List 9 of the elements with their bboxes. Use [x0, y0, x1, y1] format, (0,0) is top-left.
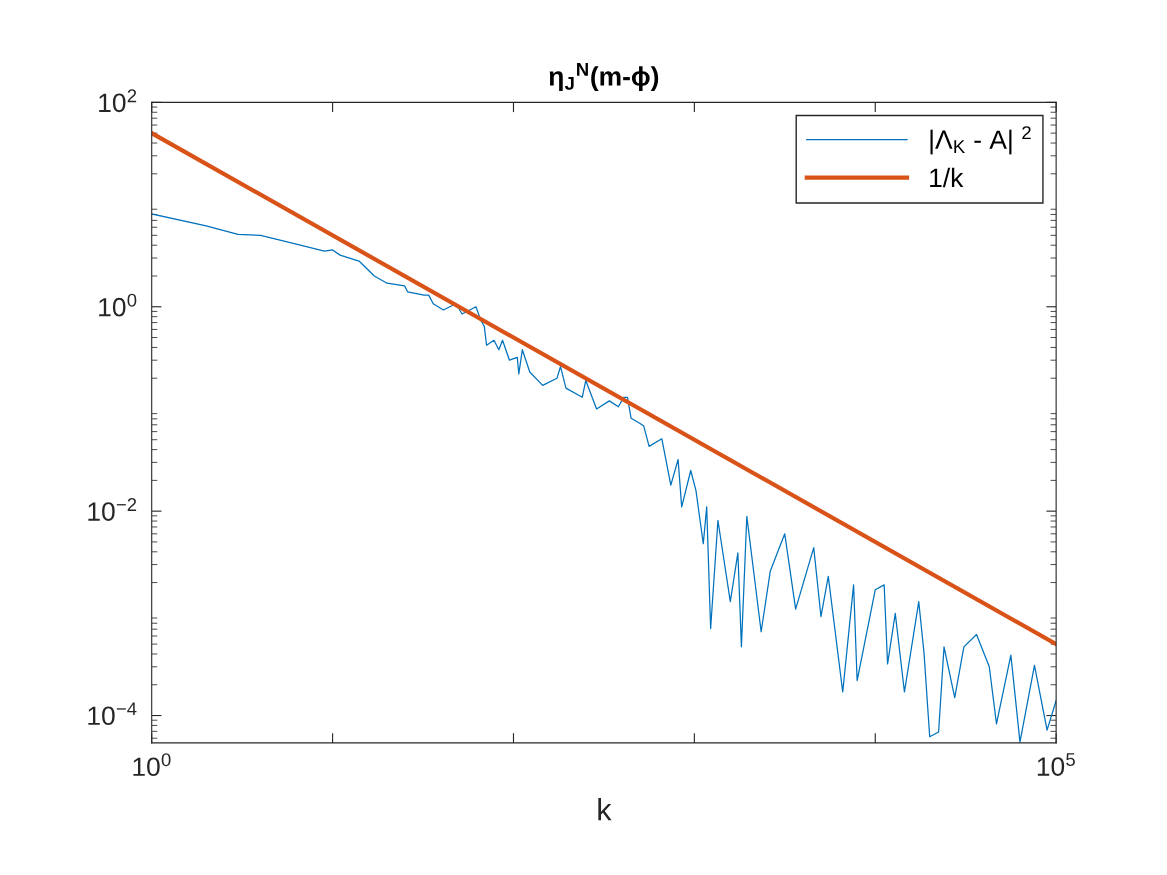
legend-label: 1/k [930, 167, 964, 188]
x-tick-label: 10$^{5}$ [1037, 753, 1075, 776]
y-tick-label: 10$^{−4}$ [88, 702, 137, 726]
legend-label: |Λ$_{K}$ - A| $^{2}$ [930, 126, 1031, 155]
x-axis-title: k [598, 798, 612, 821]
y-tick-label: 10$^{2}$ [99, 89, 137, 113]
y-tick-label: 10$^{0}$ [99, 293, 137, 317]
y-tick-label: 10$^{−2}$ [88, 498, 137, 521]
chart-title: η$_{J}$$^{N}$(m-ϕ) [549, 63, 659, 91]
